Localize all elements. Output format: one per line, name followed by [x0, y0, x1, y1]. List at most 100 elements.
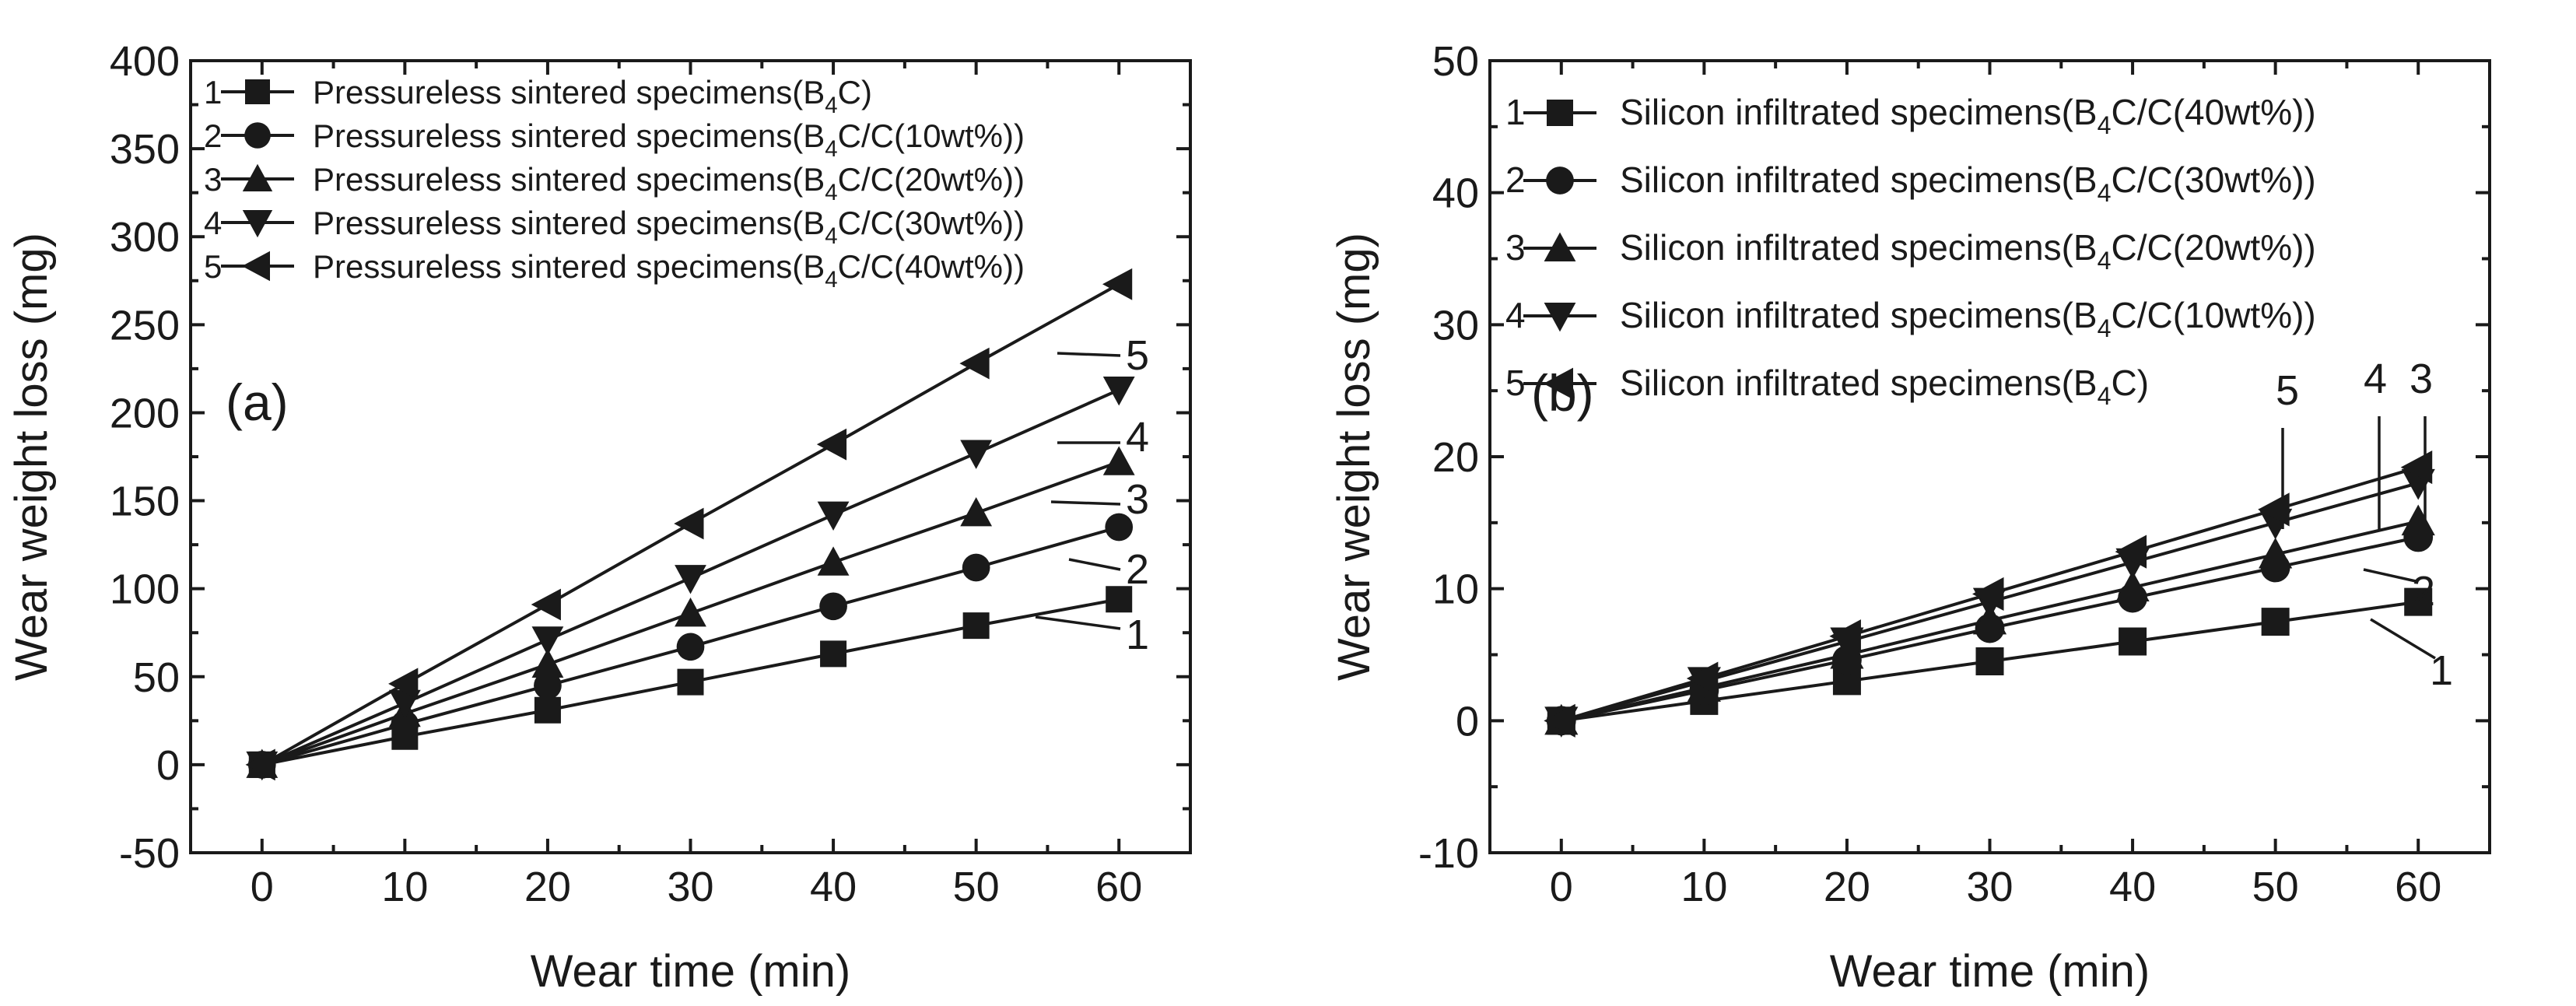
data-point: [2115, 535, 2147, 569]
legend: 1 Silicon infiltrated specimens(B4C/C(40w…: [1505, 92, 2316, 410]
x-tick-label: 60: [1095, 864, 1142, 910]
data-point: [817, 546, 850, 576]
x-tick-label: 20: [1824, 864, 1870, 910]
data-point: [1106, 586, 1133, 613]
data-point: [1105, 513, 1134, 542]
legend-item-3: 3 Pressureless sintered specimens(B4C/C(2…: [204, 161, 1025, 205]
legend-label-subscript: 4: [825, 267, 837, 293]
x-tick-label: 0: [251, 864, 274, 910]
legend-number: 3: [204, 161, 222, 198]
legend-item-5: 5 Silicon infiltrated specimens(B4C): [1505, 363, 2149, 410]
legend-marker: [1544, 303, 1576, 332]
legend-label-subscript: 4: [825, 136, 837, 162]
y-tick-label: 50: [133, 654, 180, 701]
legend-number: 3: [1505, 227, 1526, 268]
callout-label-4: 4: [1126, 414, 1149, 461]
x-tick-label: 50: [953, 864, 1000, 910]
callout-label-1: 1: [1126, 612, 1149, 658]
legend-item-2: 2 Pressureless sintered specimens(B4C/C(1…: [204, 117, 1025, 162]
legend-label-subscript: 4: [2098, 247, 2112, 275]
callout-label-3: 3: [1126, 476, 1149, 523]
legend-marker: [1547, 100, 1573, 126]
y-tick-label: 400: [110, 38, 180, 85]
legend-label-suffix: C): [838, 74, 872, 110]
legend-label: Pressureless sintered specimens(B4C/C(30…: [313, 205, 1025, 249]
y-tick-label: 100: [110, 566, 180, 613]
x-tick-label: 10: [1681, 864, 1727, 910]
legend-label-subscript: 4: [2098, 382, 2112, 410]
x-axis-title: Wear time (min): [1830, 946, 2150, 997]
data-point: [2404, 587, 2433, 616]
legend-number: 4: [1505, 295, 1526, 335]
legend-label: Pressureless sintered specimens(B4C): [313, 74, 872, 118]
legend-number: 1: [204, 74, 222, 110]
x-tick-label: 0: [1550, 864, 1573, 910]
callout-label-5: 5: [2276, 367, 2299, 414]
legend-number: 4: [204, 205, 222, 241]
data-point: [959, 347, 990, 380]
data-point: [1686, 661, 1719, 696]
data-point: [675, 597, 706, 627]
data-point: [531, 626, 564, 656]
y-tick-label: 10: [1432, 566, 1479, 613]
data-point: [388, 689, 421, 720]
data-point: [960, 440, 993, 469]
callout-label-1: 1: [2430, 647, 2453, 694]
x-tick-label: 50: [2252, 864, 2299, 910]
data-point: [675, 565, 706, 594]
chart-panel-b: 0 10 20 30 40 50 60 -10 0 10 20 30 40 50 Wear time (mi…: [1329, 38, 2491, 997]
legend-label-suffix: C/C(20wt%)): [838, 161, 1025, 198]
x-tick-label: 20: [524, 864, 571, 910]
data-point: [1975, 647, 2004, 675]
data-point: [674, 507, 704, 540]
legend-label: Pressureless sintered specimens(B4C/C(40…: [313, 248, 1025, 293]
legend-number: 5: [204, 248, 222, 285]
y-tick-label: 20: [1432, 434, 1479, 481]
legend-marker: [242, 210, 273, 238]
legend-label-subscript: 4: [825, 93, 837, 118]
legend-label-suffix: C/C(30wt%)): [838, 205, 1025, 241]
legend-label: Silicon infiltrated specimens(B4C/C(30wt…: [1620, 159, 2316, 207]
x-tick-label: 30: [1966, 864, 2013, 910]
legend-label-prefix: Pressureless sintered specimens(B: [313, 205, 825, 241]
legend-label-suffix: C/C(40wt%)): [838, 248, 1025, 285]
data-point: [1972, 603, 2007, 635]
x-tick-label: 60: [2395, 864, 2441, 910]
data-point: [1102, 377, 1135, 406]
data-point: [2401, 504, 2435, 536]
y-axis-title: Wear weight loss (mg): [6, 233, 57, 681]
data-point: [534, 696, 561, 724]
legend-marker: [1543, 367, 1573, 400]
callout-label-4: 4: [2364, 356, 2387, 402]
x-tick-label: 30: [667, 864, 713, 910]
x-axis-title: Wear time (min): [531, 946, 850, 997]
data-point: [1829, 619, 1861, 654]
data-point: [1544, 703, 1575, 738]
y-tick-label: -50: [119, 830, 180, 877]
y-tick-label: 300: [110, 214, 180, 261]
data-point: [676, 633, 705, 661]
data-point: [534, 671, 562, 699]
data-point: [960, 496, 993, 527]
x-tick-label: 40: [2109, 864, 2156, 910]
series-2: [247, 513, 1134, 779]
legend-label-prefix: Silicon infiltrated specimens(B: [1620, 295, 2098, 335]
data-point: [1972, 577, 2004, 612]
y-tick-label: 350: [110, 126, 180, 173]
legend-item-4: 4 Silicon infiltrated specimens(B4C/C(10w…: [1505, 295, 2316, 342]
legend-item-2: 2 Silicon infiltrated specimens(B4C/C(30w…: [1505, 159, 2316, 207]
y-tick-label: -10: [1418, 830, 1479, 877]
legend-label-subscript: 4: [2098, 111, 2112, 139]
data-point: [245, 748, 275, 781]
series-3: [246, 446, 1135, 778]
legend-label: Pressureless sintered specimens(B4C/C(20…: [313, 161, 1025, 205]
legend-label-suffix: C): [2112, 363, 2150, 403]
legend-label: Silicon infiltrated specimens(B4C/C(10wt…: [1620, 295, 2316, 342]
y-tick-label: 0: [1456, 698, 1479, 745]
series-5: [245, 268, 1133, 781]
y-axis-title: Wear weight loss (mg): [1329, 233, 1379, 681]
data-point: [531, 588, 561, 621]
legend-marker: [244, 122, 271, 149]
series-4: [246, 377, 1135, 781]
